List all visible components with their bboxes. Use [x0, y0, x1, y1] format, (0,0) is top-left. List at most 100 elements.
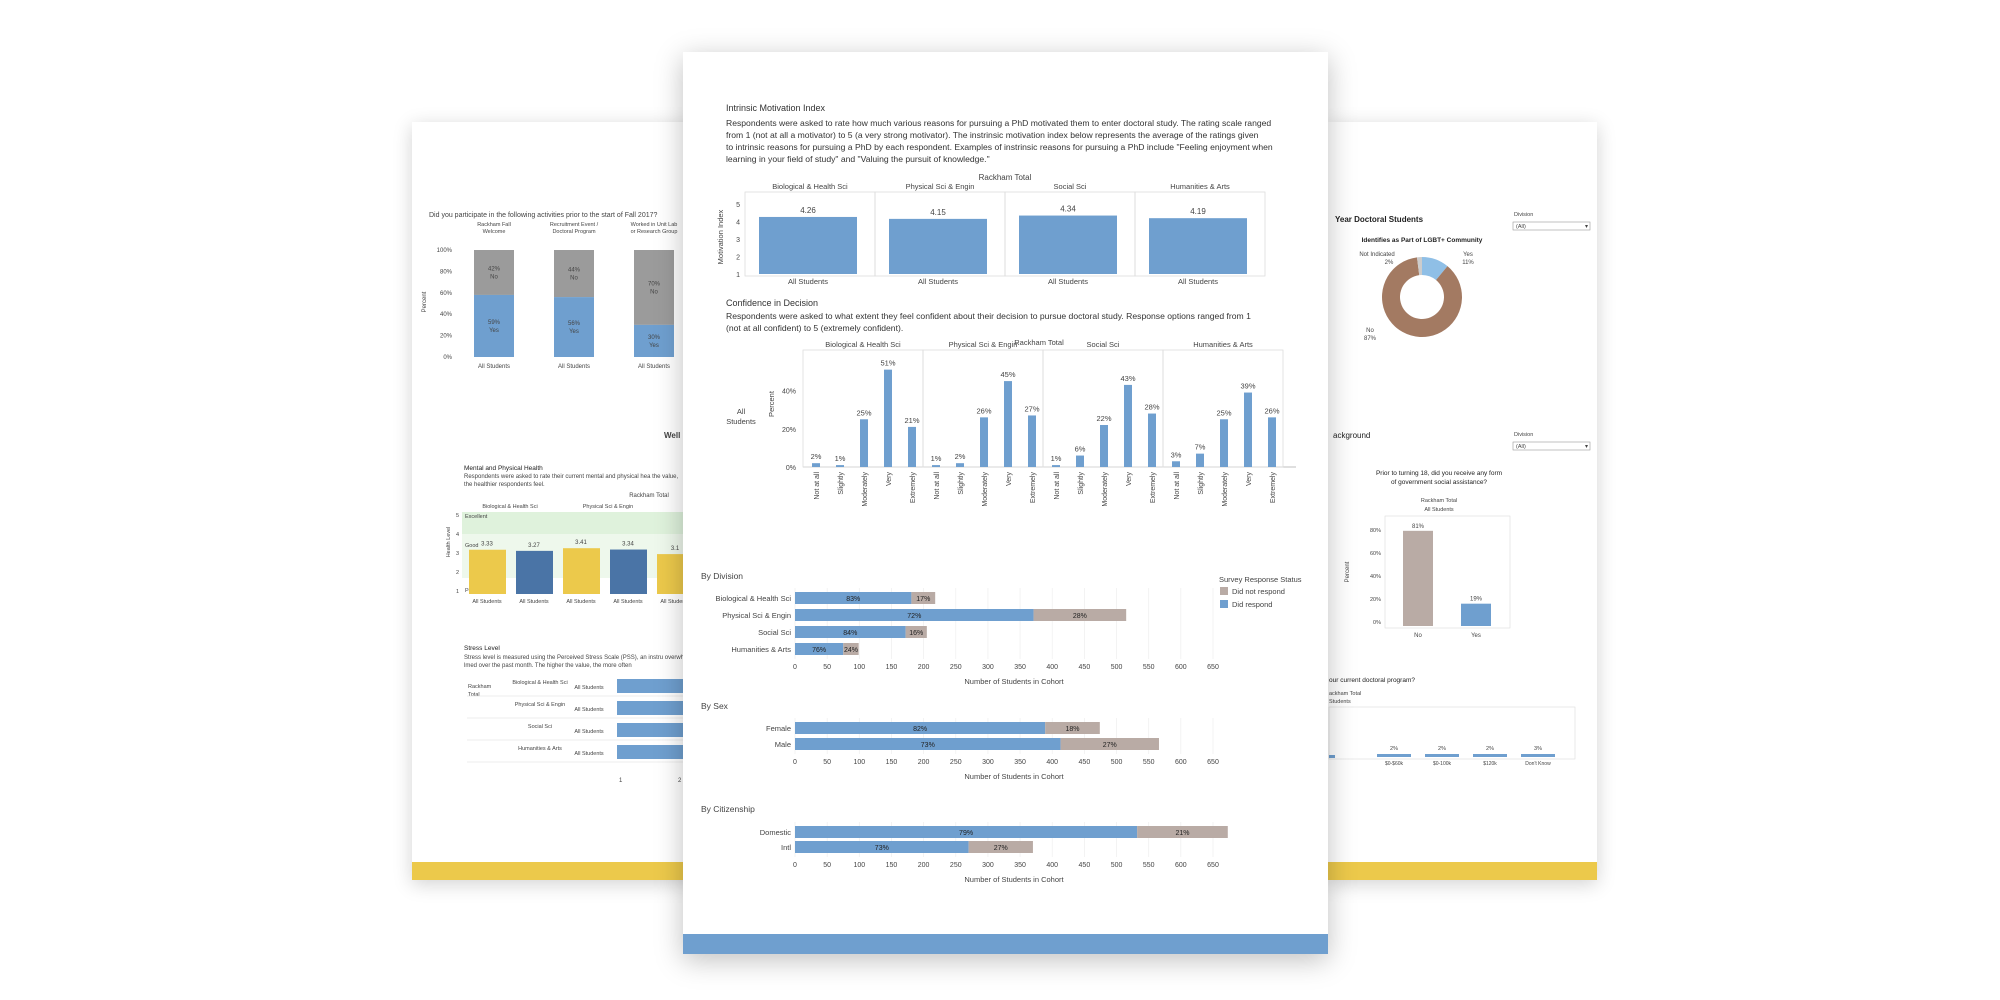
hbar-respond-label: 73%: [921, 742, 935, 749]
imi-text-line: to intrinsic reasons for pursuing a PhD …: [726, 142, 1273, 152]
pie-yes-label: Yes: [1463, 252, 1473, 258]
cid-row-label: All: [737, 407, 746, 416]
legend-title: Survey Response Status: [1219, 575, 1302, 584]
left-no-word: No: [570, 276, 578, 282]
program-bar-fragment: [1329, 755, 1335, 758]
cid-bar-label: 1%: [835, 454, 846, 463]
imi-text-line: Respondents were asked to rate how much …: [726, 118, 1272, 128]
bar-no: [1403, 530, 1433, 626]
hbar-not-respond-label: 17%: [916, 596, 930, 603]
division-title: By Division: [701, 571, 743, 581]
hbar-not-respond: [1045, 722, 1100, 734]
mental-y-tick: 2: [456, 570, 459, 576]
hbar-not-respond-label: 18%: [1065, 726, 1079, 733]
imi-y-tick: 1: [736, 272, 740, 279]
imi-y-tick: 3: [736, 237, 740, 244]
bar-question-2: of government social assistance?: [1391, 479, 1487, 486]
cid-bar-label: 25%: [1216, 408, 1231, 417]
hbar-not-respond-label: 24%: [844, 647, 858, 654]
bar-rackham: Rackham Total: [1421, 498, 1457, 504]
cid-bar-label: 26%: [1264, 406, 1279, 415]
left-y-tick: 100%: [437, 248, 453, 254]
hbar-row-label: Social Sci: [758, 628, 791, 637]
imi-division-header: Humanities & Arts: [1170, 182, 1230, 191]
hbar-x-tick: 200: [918, 664, 930, 671]
cid-bar-label: 6%: [1075, 445, 1086, 454]
cid-bar-label: 26%: [976, 406, 991, 415]
left-col-head: Worked in Unit Lab: [631, 222, 678, 228]
hbar-not-respond: [1033, 609, 1127, 621]
bar-all-students: All Students: [1424, 507, 1454, 513]
cid-category-label: Not at all: [934, 472, 941, 500]
program-bar-category: $0-100k: [1433, 761, 1452, 767]
cid-bar-label: 28%: [1144, 403, 1159, 412]
stress-group: Rackham: [468, 684, 492, 690]
pie-no-pct: 87%: [1364, 336, 1377, 342]
cid-category-label: Moderately: [1102, 472, 1109, 507]
left-no-bar: [554, 250, 594, 298]
hbar-x-tick: 500: [1111, 862, 1123, 869]
right-page-charts: Year Doctoral Students Division (All) ▾ Divi…: [1328, 212, 1591, 767]
imi-title: Intrinsic Motivation Index: [726, 103, 826, 113]
pie-not-indicated-pct: 2%: [1385, 260, 1394, 266]
mental-y-tick: 4: [456, 532, 459, 538]
hbar-x-axis-label: Number of Students in Cohort: [964, 677, 1064, 686]
cid-category-label: Slightly: [958, 472, 965, 495]
cid-category-label: Slightly: [838, 472, 845, 495]
cid-bar-label: 22%: [1096, 414, 1111, 423]
hbar-x-tick: 150: [886, 862, 898, 869]
mental-bar-label: 3.34: [622, 542, 634, 548]
hbar-x-tick: 50: [823, 759, 831, 766]
pie-yes-pct: 11%: [1462, 260, 1474, 266]
program-rackham: ackham Total: [1329, 691, 1361, 697]
mental-y-tick: 1: [456, 589, 459, 595]
hbar-x-tick: 150: [886, 759, 898, 766]
front-report-page: Intrinsic Motivation Index Respondents w…: [683, 52, 1328, 954]
cid-bar: [1268, 417, 1276, 467]
left-yes-bar: [554, 297, 594, 357]
pie-not-indicated-label: Not Indicated: [1359, 252, 1394, 258]
cid-bar: [1244, 392, 1252, 467]
hbar-x-tick: 100: [853, 664, 865, 671]
stress-title: Stress Level: [464, 645, 500, 652]
cid-y-axis-label: Percent: [767, 390, 776, 417]
left-col-head-2: Welcome: [483, 229, 506, 235]
imi-division-header: Physical Sci & Engin: [906, 182, 975, 191]
cid-category-label: Slightly: [1198, 472, 1205, 495]
pie-slice-yes: [1422, 257, 1448, 281]
cid-bar-label: 45%: [1000, 370, 1015, 379]
hbar-respond-label: 83%: [846, 596, 860, 603]
bar-y-axis: Percent: [1345, 561, 1351, 582]
mental-level-2: Good: [465, 543, 478, 549]
imi-bar-label: 4.15: [930, 208, 946, 217]
cid-division-header: Physical Sci & Engin: [949, 340, 1018, 349]
left-no-word: No: [490, 274, 498, 280]
left-yes-word: Yes: [489, 328, 499, 334]
cid-title: Confidence in Decision: [726, 298, 819, 308]
left-yes-pct: 30%: [648, 335, 661, 341]
wellbeing-heading-fragment: Well: [664, 431, 680, 440]
legend-swatch-not-respond: [1220, 587, 1228, 595]
cid-y-tick: 20%: [782, 427, 796, 434]
hbar-x-tick: 450: [1079, 862, 1091, 869]
hbar-respond: [795, 826, 1138, 838]
bar-no-pct: 81%: [1412, 524, 1425, 530]
hbar-not-respond-label: 27%: [1103, 742, 1117, 749]
left-yes-pct: 56%: [568, 321, 581, 327]
imi-text-line: learning in your field of study" and "Va…: [726, 154, 990, 164]
mental-rackham: Rackham Total: [629, 493, 669, 499]
stress-text-line-2: lmed over the past month. The higher the…: [464, 663, 632, 669]
hbar-respond-label: 72%: [907, 613, 921, 620]
bar-y-tick: 60%: [1370, 551, 1381, 557]
mental-y-axis: Health Level: [446, 527, 452, 558]
mental-y-tick: 3: [456, 551, 459, 557]
front-page-charts: Rackham Total Motivation Index 5 4 3 2 1 Biolog…: [701, 173, 1302, 884]
hbar-respond-label: 73%: [875, 845, 889, 852]
bar-y-tick: 40%: [1370, 574, 1381, 580]
cid-row-label-2: Students: [726, 417, 756, 426]
hbar-not-respond: [843, 643, 859, 655]
cid-bar: [956, 463, 964, 467]
cid-bar-label: 7%: [1195, 443, 1206, 452]
mental-bar-category: All Students: [472, 599, 502, 605]
hbar-row-label: Biological & Health Sci: [716, 594, 792, 603]
